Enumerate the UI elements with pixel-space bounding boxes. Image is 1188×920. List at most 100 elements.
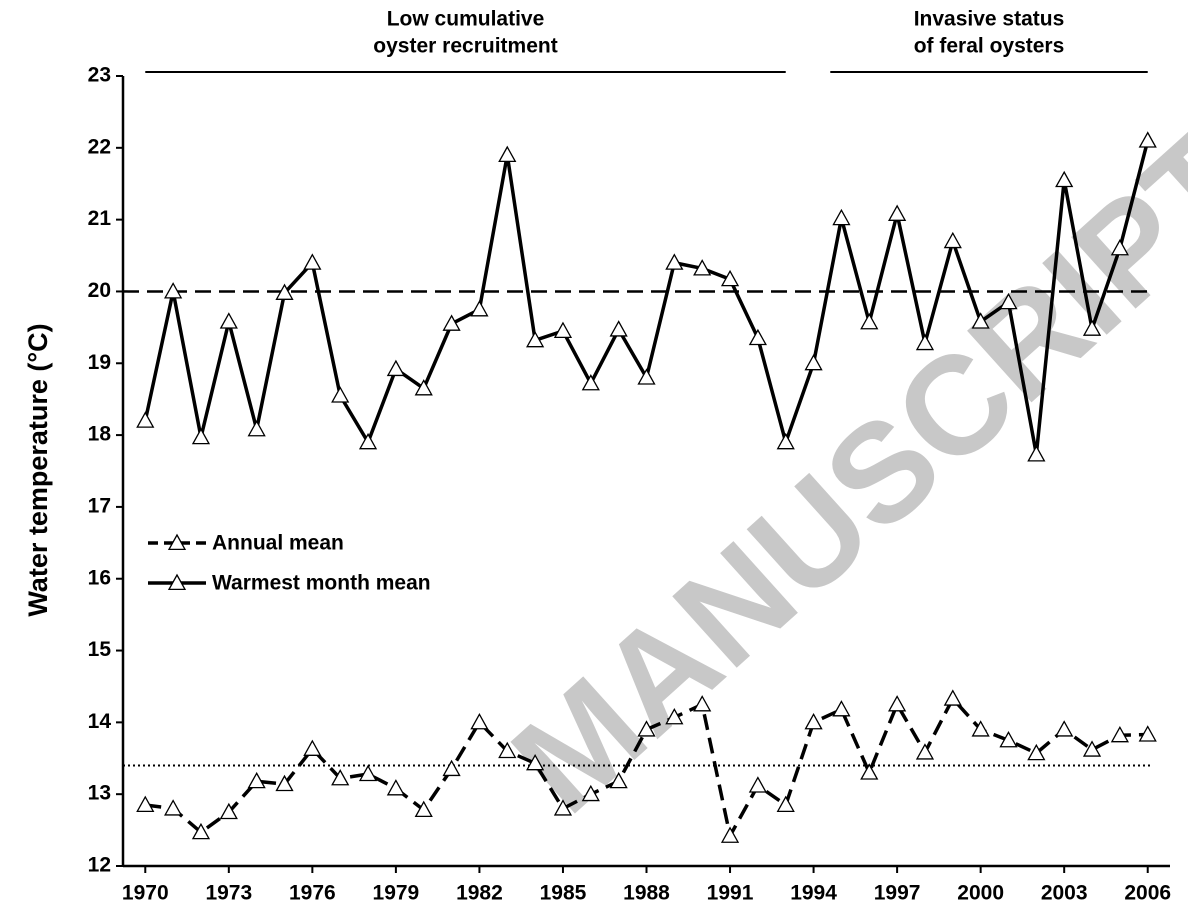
marker xyxy=(1110,239,1129,256)
marker xyxy=(832,208,851,226)
marker xyxy=(247,771,266,789)
x-tick-label: 1985 xyxy=(540,882,587,905)
marker xyxy=(1138,725,1157,742)
legend-label: Annual mean xyxy=(212,532,344,555)
marker xyxy=(804,713,823,730)
marker xyxy=(498,145,517,163)
marker xyxy=(414,379,433,396)
marker xyxy=(331,769,350,786)
marker xyxy=(553,321,573,339)
marker xyxy=(1082,740,1102,757)
y-tick-label: 15 xyxy=(88,638,112,661)
watermark: MANUSCRIPT xyxy=(483,101,1188,842)
legend-marker xyxy=(167,533,187,551)
marker xyxy=(136,411,155,428)
x-tick-label: 1982 xyxy=(456,882,503,905)
x-tick-label: 2003 xyxy=(1041,882,1088,905)
marker xyxy=(971,720,990,737)
x-tick-label: 1973 xyxy=(205,882,252,905)
marker xyxy=(999,730,1018,748)
marker xyxy=(804,353,823,371)
marker xyxy=(720,826,740,843)
marker xyxy=(665,707,684,725)
period-label: Low cumulative xyxy=(387,8,545,31)
marker xyxy=(553,799,573,816)
marker xyxy=(358,764,378,782)
marker xyxy=(776,432,795,450)
y-axis-label: Water temperature (°C) xyxy=(23,323,53,616)
marker xyxy=(1027,743,1046,761)
marker xyxy=(832,700,851,717)
marker xyxy=(1082,319,1102,336)
y-tick-label: 18 xyxy=(88,423,112,446)
marker xyxy=(498,741,517,759)
marker xyxy=(915,743,935,760)
marker xyxy=(609,771,628,789)
marker xyxy=(1055,170,1074,188)
marker xyxy=(303,739,322,756)
y-tick-label: 16 xyxy=(88,566,111,589)
marker xyxy=(888,204,907,221)
marker xyxy=(442,759,461,777)
x-tick-label: 1997 xyxy=(874,882,921,905)
x-tick-label: 1976 xyxy=(289,882,336,905)
marker xyxy=(442,314,461,331)
y-tick-label: 17 xyxy=(88,494,111,517)
marker xyxy=(943,231,962,249)
marker xyxy=(915,333,935,351)
y-tick-label: 14 xyxy=(88,710,112,733)
marker xyxy=(275,283,294,300)
marker xyxy=(191,822,211,840)
marker xyxy=(275,774,294,792)
marker xyxy=(247,420,266,437)
marker xyxy=(386,359,405,377)
marker xyxy=(665,253,684,270)
marker xyxy=(888,695,907,712)
x-tick-label: 1979 xyxy=(373,882,420,905)
marker xyxy=(860,763,879,780)
y-tick-label: 20 xyxy=(88,279,111,302)
marker xyxy=(1027,445,1046,462)
marker xyxy=(1055,720,1074,737)
x-tick-label: 1994 xyxy=(790,882,837,905)
period-label: of feral oysters xyxy=(914,35,1065,58)
marker xyxy=(414,800,433,818)
marker xyxy=(303,253,322,270)
marker xyxy=(164,799,183,816)
marker xyxy=(470,300,489,317)
legend-label: Warmest month mean xyxy=(212,572,431,595)
marker xyxy=(386,779,405,796)
marker xyxy=(748,328,767,346)
marker xyxy=(720,269,740,287)
marker xyxy=(1110,725,1129,743)
period-label: Invasive status xyxy=(914,8,1065,31)
y-tick-label: 19 xyxy=(88,351,111,374)
marker xyxy=(164,282,183,299)
marker xyxy=(971,312,990,329)
marker xyxy=(776,795,795,813)
marker xyxy=(637,368,656,385)
y-tick-label: 22 xyxy=(88,135,111,158)
marker xyxy=(470,713,489,730)
marker xyxy=(581,374,600,391)
marker xyxy=(526,330,545,348)
x-tick-label: 1970 xyxy=(122,882,169,905)
x-tick-label: 1991 xyxy=(707,882,754,905)
marker xyxy=(526,753,545,771)
period-label: oyster recruitment xyxy=(373,35,557,58)
y-tick-label: 12 xyxy=(88,854,111,877)
marker xyxy=(748,776,767,793)
marker xyxy=(191,427,211,445)
marker xyxy=(358,432,378,450)
marker xyxy=(860,312,879,330)
marker xyxy=(637,720,656,737)
y-tick-label: 21 xyxy=(88,207,112,230)
marker xyxy=(999,292,1018,310)
marker xyxy=(331,386,350,403)
marker xyxy=(581,784,600,802)
marker xyxy=(219,312,238,329)
x-tick-label: 2006 xyxy=(1124,882,1171,905)
marker xyxy=(693,695,712,712)
x-tick-label: 1988 xyxy=(623,882,670,905)
